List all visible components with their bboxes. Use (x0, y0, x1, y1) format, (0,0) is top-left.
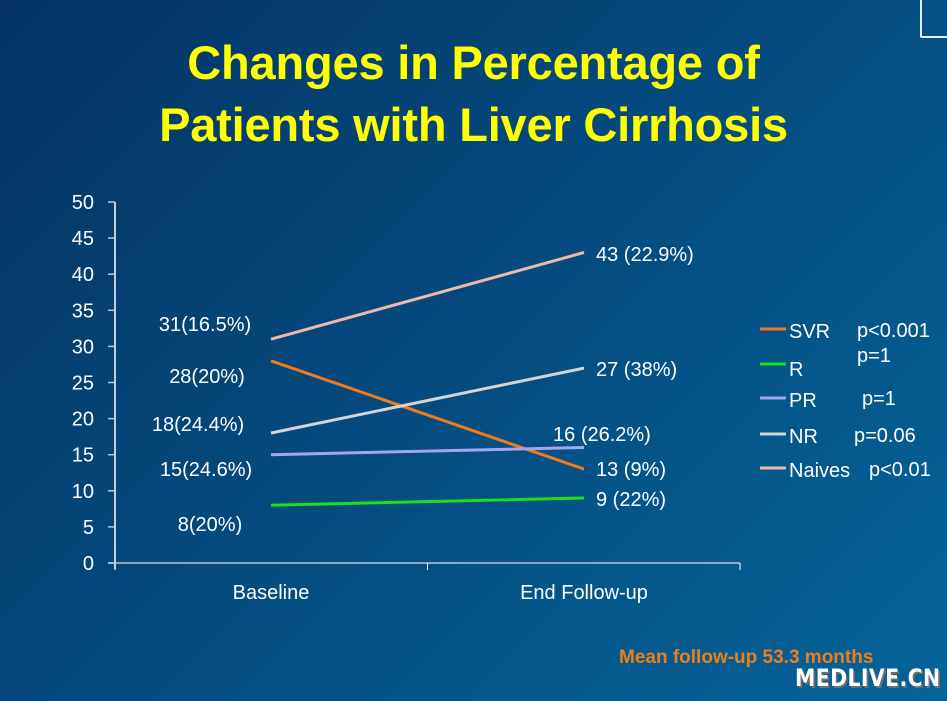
legend-pvalue-naives: p<0.01 (869, 459, 931, 481)
data-labels: 28(20%) 13 (9%) 8(20%) 9 (22%) 15(24.6%) 16 (… (152, 244, 694, 536)
y-tick-label: 50 (72, 192, 94, 214)
legend-pvalue-pr: p=1 (862, 388, 896, 410)
data-label-end-pr: 16 (26.2%) (553, 424, 651, 446)
x-category-label: Baseline (233, 582, 310, 604)
axes: 0 5 10 15 20 25 30 35 40 45 50 Baseline End Follow-u… (72, 192, 741, 604)
series-line-r (270, 496, 585, 507)
data-label-baseline-svr: 28(20%) (169, 366, 245, 388)
watermark-logo: MEDLIVE.CN (795, 664, 941, 692)
data-label-end-nr: 27 (38%) (596, 359, 677, 381)
legend-pvalue-nr: p=0.06 (854, 425, 916, 447)
data-label-end-svr: 13 (9%) (596, 459, 666, 481)
legend-label-nr: NR (789, 426, 818, 448)
data-label-baseline-r: 8(20%) (178, 514, 242, 536)
data-label-end-naives: 43 (22.9%) (596, 244, 694, 266)
slide-title: Changes in Percentage of Patients with L… (0, 32, 947, 156)
title-line-2: Patients with Liver Cirrhosis (159, 98, 788, 151)
y-tick-label: 10 (72, 481, 94, 503)
y-tick-label: 5 (83, 517, 94, 539)
series-line-svr (270, 359, 585, 471)
data-label-baseline-pr: 15(24.6%) (160, 459, 252, 481)
title-line-1: Changes in Percentage of (187, 36, 760, 89)
series-line-pr (270, 446, 585, 457)
y-tick-label: 25 (72, 373, 94, 395)
y-tick-label: 0 (83, 553, 94, 575)
data-label-end-r: 9 (22%) (596, 489, 666, 511)
y-tick-label: 30 (72, 336, 94, 358)
legend-pvalue-r: p=1 (857, 345, 891, 367)
series-lines (270, 251, 585, 507)
footnote-follow-up: Mean follow-up 53.3 months (619, 647, 874, 668)
series-line-nr (270, 366, 585, 435)
data-label-baseline-nr: 18(24.4%) (152, 414, 244, 436)
series-line-naives (270, 251, 585, 341)
y-tick-label: 20 (72, 409, 94, 431)
legend-pvalue-svr: p<0.001 (857, 320, 930, 342)
y-tick-label: 15 (72, 445, 94, 467)
legend-label-svr: SVR (789, 321, 830, 343)
legend-label-pr: PR (789, 390, 817, 412)
corner-frame (920, 0, 947, 38)
y-tick-label: 45 (72, 228, 94, 250)
data-label-baseline-naives: 31(16.5%) (159, 314, 251, 336)
y-tick-label: 35 (72, 300, 94, 322)
x-category-label: End Follow-up (520, 582, 648, 604)
legend-label-naives: Naives (789, 460, 850, 482)
y-tick-label: 40 (72, 264, 94, 286)
legend-label-r: R (789, 359, 803, 381)
